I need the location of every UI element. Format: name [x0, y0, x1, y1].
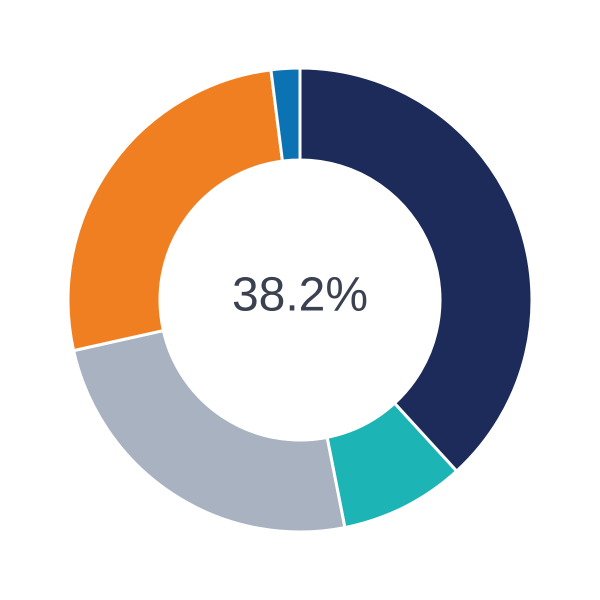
- slice: [269, 66, 302, 163]
- donut: [66, 66, 534, 534]
- center-label: 38.2%: [232, 269, 368, 322]
- slice: [298, 66, 534, 473]
- slice: [72, 329, 347, 534]
- slice: [66, 68, 284, 353]
